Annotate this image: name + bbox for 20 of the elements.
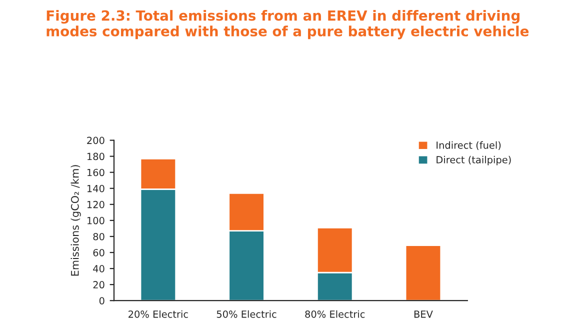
y-axis-title: Emissions (gCO₂ /km)	[70, 165, 81, 276]
legend-label: Indirect (fuel)	[436, 141, 501, 150]
x-tick-label: 50% Electric	[216, 310, 276, 318]
y-tick-label: 20	[93, 281, 104, 288]
x-tick-label: BEV	[414, 310, 433, 318]
x-tick-label: 80% Electric	[305, 310, 365, 318]
legend-label: Direct (tailpipe)	[436, 156, 511, 166]
y-tick-label: 0	[99, 297, 104, 304]
y-tick-label: 100	[87, 216, 104, 224]
bar	[404, 244, 442, 301]
y-tick-label: 60	[93, 248, 104, 256]
y-tick-label: 140	[87, 184, 104, 192]
y-tick-label: 120	[87, 200, 104, 208]
y-tick-label: 200	[87, 136, 104, 144]
y-tick-label: 180	[87, 152, 104, 160]
y-tick-label: 40	[93, 265, 104, 272]
chart-title: Figure 2.3: Total emissions from an EREV in different driving modes compared with those of a pure battery electric vehicle	[46, 10, 529, 40]
y-tick-label: 160	[87, 168, 104, 176]
y-tick-label: 80	[93, 232, 104, 240]
x-tick-label: 20% Electric	[128, 310, 188, 318]
